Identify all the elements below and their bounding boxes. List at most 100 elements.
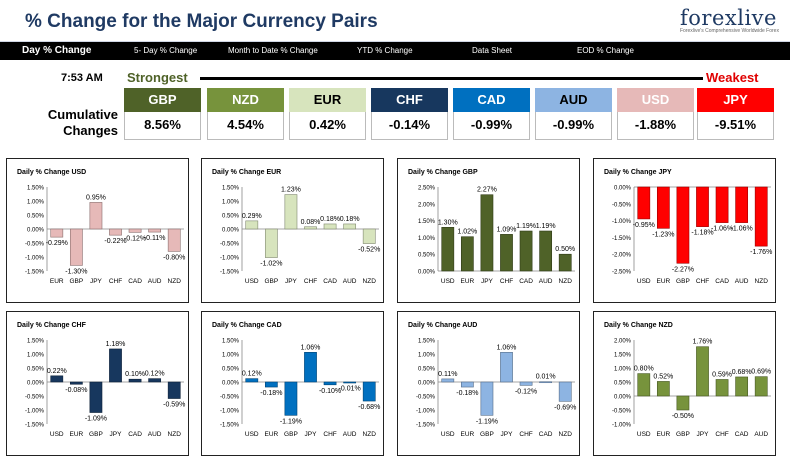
data-label: 1.09%: [497, 226, 517, 233]
bar: [735, 376, 749, 397]
data-label: -1.18%: [691, 230, 713, 237]
data-label: -0.12%: [124, 235, 146, 242]
y-tick-label: 1.00%: [418, 236, 436, 242]
chart-jpy: Daily % Change JPY 0.00% -0.50% -1.00% -1.50…: [604, 169, 772, 285]
bar: [500, 234, 513, 272]
currency-code: JPY: [697, 88, 774, 112]
data-label: -0.11%: [144, 235, 166, 242]
bar: [167, 381, 181, 399]
y-tick-label: 0.00%: [222, 228, 240, 234]
forexlive-logo[interactable]: forexlive Forexlive's Comprehensive Worl…: [680, 6, 780, 38]
tab-eod-change[interactable]: EOD % Change: [577, 46, 634, 55]
cumulative-box-jpy: JPY -9.51%: [697, 88, 774, 140]
data-label: -0.18%: [456, 390, 478, 397]
logo-tagline: Forexlive's Comprehensive Worldwide Fore…: [680, 28, 779, 34]
y-tick-label: 0.00%: [614, 395, 632, 401]
bar: [304, 226, 317, 230]
cumulative-value: -0.99%: [453, 112, 530, 140]
x-tick-label: CHF: [323, 431, 336, 438]
bar: [754, 186, 768, 247]
data-label: 0.10%: [125, 371, 145, 378]
bar: [735, 186, 749, 223]
tab-data-sheet[interactable]: Data Sheet: [472, 46, 513, 55]
data-label: -1.06%: [711, 226, 733, 233]
x-tick-label: AUD: [539, 278, 553, 285]
tab-day-change[interactable]: Day % Change: [22, 45, 92, 56]
x-tick-label: AUD: [754, 431, 768, 438]
data-label: 0.18%: [320, 216, 340, 223]
y-tick-label: 1.00%: [27, 200, 45, 206]
data-label: 0.68%: [732, 369, 752, 376]
data-label: 1.06%: [497, 344, 517, 351]
tab-5-day-change[interactable]: 5- Day % Change: [134, 46, 198, 55]
y-tick-label: -1.50%: [612, 236, 632, 242]
chart-title: Daily % Change AUD: [408, 322, 477, 329]
x-tick-label: AUD: [343, 431, 357, 438]
data-label: 0.52%: [653, 373, 673, 380]
x-tick-label: EUR: [264, 431, 278, 438]
data-label: 1.76%: [693, 339, 713, 346]
currency-code: CAD: [453, 88, 530, 112]
page-title: % Change for the Major Currency Pairs: [25, 11, 378, 32]
y-tick-label: 0.50%: [418, 367, 436, 373]
y-tick-label: -2.50%: [612, 270, 632, 276]
chart-title: Daily % Change NZD: [604, 322, 673, 329]
y-tick-label: 0.50%: [27, 367, 45, 373]
bar: [676, 395, 690, 411]
data-label: 0.80%: [634, 366, 654, 373]
strength-range-line: [200, 77, 703, 80]
tab-ytd-change[interactable]: YTD % Change: [357, 46, 413, 55]
tab-month-to-date-change[interactable]: Month to Date % Change: [228, 46, 318, 55]
x-tick-label: NZD: [168, 431, 182, 438]
data-label: 1.19%: [536, 223, 556, 230]
bar: [69, 228, 83, 266]
y-tick-label: -1.50%: [416, 423, 436, 429]
bar: [441, 227, 455, 272]
chart-chf: Daily % Change CHF 1.50% 1.00% 0.50% 0.00% -0…: [17, 322, 185, 438]
chart-title: Daily % Change JPY: [604, 169, 672, 176]
y-tick-label: 0.00%: [222, 381, 240, 387]
chart-panel-gbp: Daily % Change GBP 2.50% 2.00% 1.50% 1.00% 0.…: [397, 158, 580, 303]
x-tick-label: GBP: [676, 431, 690, 438]
currency-code: NZD: [207, 88, 284, 112]
bar: [460, 236, 474, 272]
x-tick-label: USD: [441, 278, 455, 285]
chart-panel-eur: Daily % Change EUR 1.50% 1.00% 0.50% 0.00% -0…: [201, 158, 384, 303]
cumulative-box-chf: CHF -0.14%: [371, 88, 448, 140]
x-tick-label: NZD: [559, 431, 573, 438]
strongest-label: Strongest: [127, 70, 188, 85]
y-tick-label: -1.00%: [612, 219, 632, 225]
bar: [89, 202, 103, 230]
data-label: -0.08%: [65, 387, 87, 394]
y-tick-label: 0.50%: [222, 214, 240, 220]
chart-panel-chf: Daily % Change CHF 1.50% 1.00% 0.50% 0.00% -0…: [6, 311, 189, 456]
x-tick-label: USD: [245, 278, 259, 285]
cumulative-changes-label: Cumulative Changes: [47, 107, 118, 138]
y-tick-label: 1.50%: [27, 186, 45, 192]
bar: [754, 376, 768, 397]
cumulative-value: 0.42%: [289, 112, 366, 140]
x-tick-label: USD: [637, 278, 651, 285]
cumulative-value: -9.51%: [697, 112, 774, 140]
cumulative-value: -1.88%: [617, 112, 694, 140]
chart-usd: Daily % Change USD1.50%1.00%0.50%0.00%-0…: [17, 169, 185, 285]
tab-bar: Day % Change 5- Day % Change Month to Da…: [0, 42, 790, 60]
data-label: -0.52%: [358, 247, 380, 254]
data-label: -0.50%: [672, 413, 694, 420]
y-tick-label: 1.50%: [418, 219, 436, 225]
y-tick-label: 2.00%: [418, 202, 436, 208]
x-tick-label: AUD: [148, 431, 162, 438]
cumulative-box-aud: AUD -0.99%: [535, 88, 612, 140]
chart-eur: Daily % Change EUR 1.50% 1.00% 0.50% 0.00% -0…: [212, 169, 380, 285]
bar: [519, 230, 533, 272]
data-label: -1.02%: [260, 261, 282, 268]
chart-cad: Daily % Change CAD 1.50% 1.00% 0.50% 0.00% -0…: [212, 322, 380, 438]
chart-title: Daily % Change GBP: [408, 169, 478, 176]
y-tick-label: 1.50%: [27, 339, 45, 345]
bar: [284, 381, 298, 416]
y-tick-label: 0.00%: [27, 228, 45, 234]
x-tick-label: AUD: [343, 278, 357, 285]
data-label: 1.06%: [301, 344, 321, 351]
x-tick-label: GBP: [480, 431, 494, 438]
y-tick-label: -1.00%: [416, 409, 436, 415]
